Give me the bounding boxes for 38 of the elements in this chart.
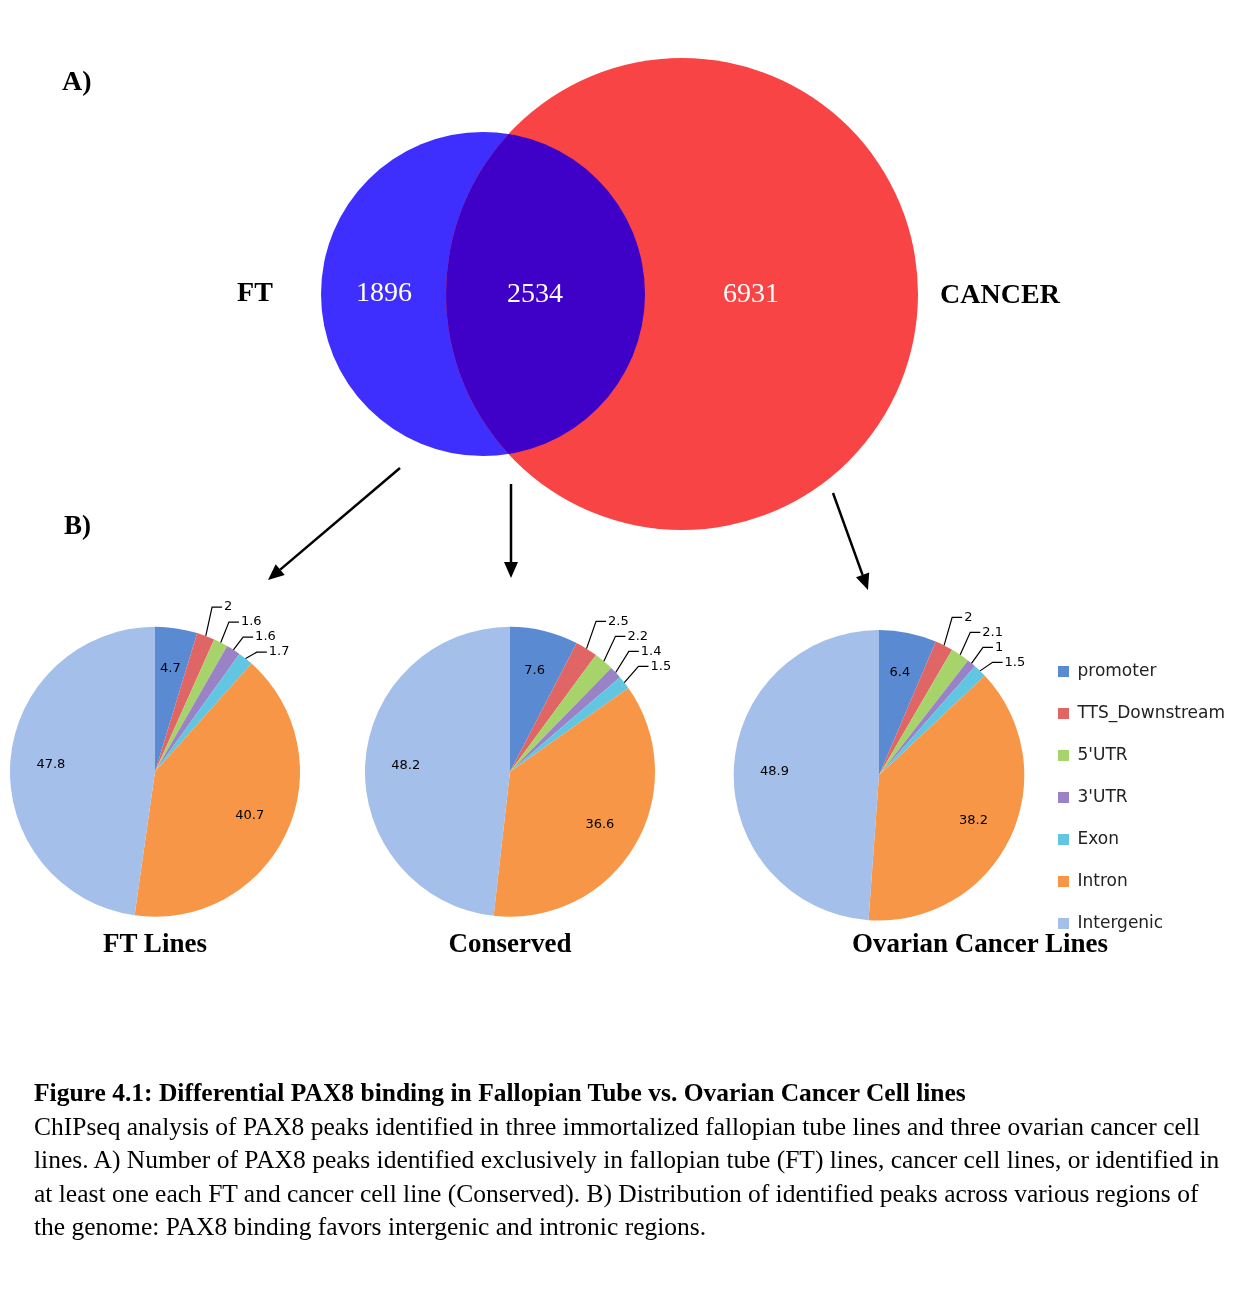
category-label: FT xyxy=(237,276,274,308)
data-label: 48.2 xyxy=(391,757,421,773)
text: A) xyxy=(62,65,92,97)
data-label: 1896 xyxy=(356,276,412,308)
data-label: 2534 xyxy=(507,277,563,309)
data-label: 2.2 xyxy=(627,627,649,643)
legend-label: 3'UTR xyxy=(1077,785,1128,806)
data-label: 36.6 xyxy=(585,816,615,832)
data-label: 2 xyxy=(964,608,973,624)
legend-label: 5'UTR xyxy=(1077,743,1128,764)
text: B) xyxy=(64,510,91,541)
data-label: 7.6 xyxy=(524,661,546,677)
data-label: 6.4 xyxy=(889,664,911,680)
text: Conserved xyxy=(448,927,572,958)
data-label: 1 xyxy=(995,638,1004,654)
data-label: 1.5 xyxy=(1004,653,1026,669)
data-label: 48.9 xyxy=(759,762,789,778)
data-label: 1.5 xyxy=(650,657,672,673)
text: ChIPseq analysis of PAX8 peaks identified in three immortalized fallopian tube lines and three ovarian cancer cell lines. A) Number of PAX8 peaks identified exclusively in fallopian tube (FT) lines, cancer cell lines, or identified in at least one each FT and cancer cell line (Conserved). B) Distribution of identified peaks across various regions of the genome: PAX8 binding favors intergenic and intronic regions. xyxy=(34,1110,1221,1243)
data-label: 47.8 xyxy=(36,755,66,771)
data-label: 1.6 xyxy=(240,613,262,629)
data-label: 1.7 xyxy=(268,643,290,659)
data-label: 2 xyxy=(224,598,233,614)
text: FT Lines xyxy=(103,927,207,958)
data-label: 6931 xyxy=(723,277,779,309)
category-label: CANCER xyxy=(940,278,1061,310)
data-label: 1.4 xyxy=(640,642,662,658)
legend-label: Exon xyxy=(1077,827,1119,848)
data-label: 38.2 xyxy=(958,811,988,827)
data-label: 1.6 xyxy=(255,628,276,644)
legend-label: promoter xyxy=(1077,659,1157,680)
data-label: 2.5 xyxy=(608,612,629,628)
legend-label: Intron xyxy=(1077,869,1128,890)
data-label: 4.7 xyxy=(160,659,181,675)
data-label: 40.7 xyxy=(235,807,265,823)
data-label: 2.1 xyxy=(982,623,1003,639)
legend-label: TTS_Downstream xyxy=(1076,701,1226,723)
caption: Figure 4.1: Differential PAX8 binding in Fallopian Tube vs. Ovarian Cancer Cell lines xyxy=(34,1077,967,1109)
